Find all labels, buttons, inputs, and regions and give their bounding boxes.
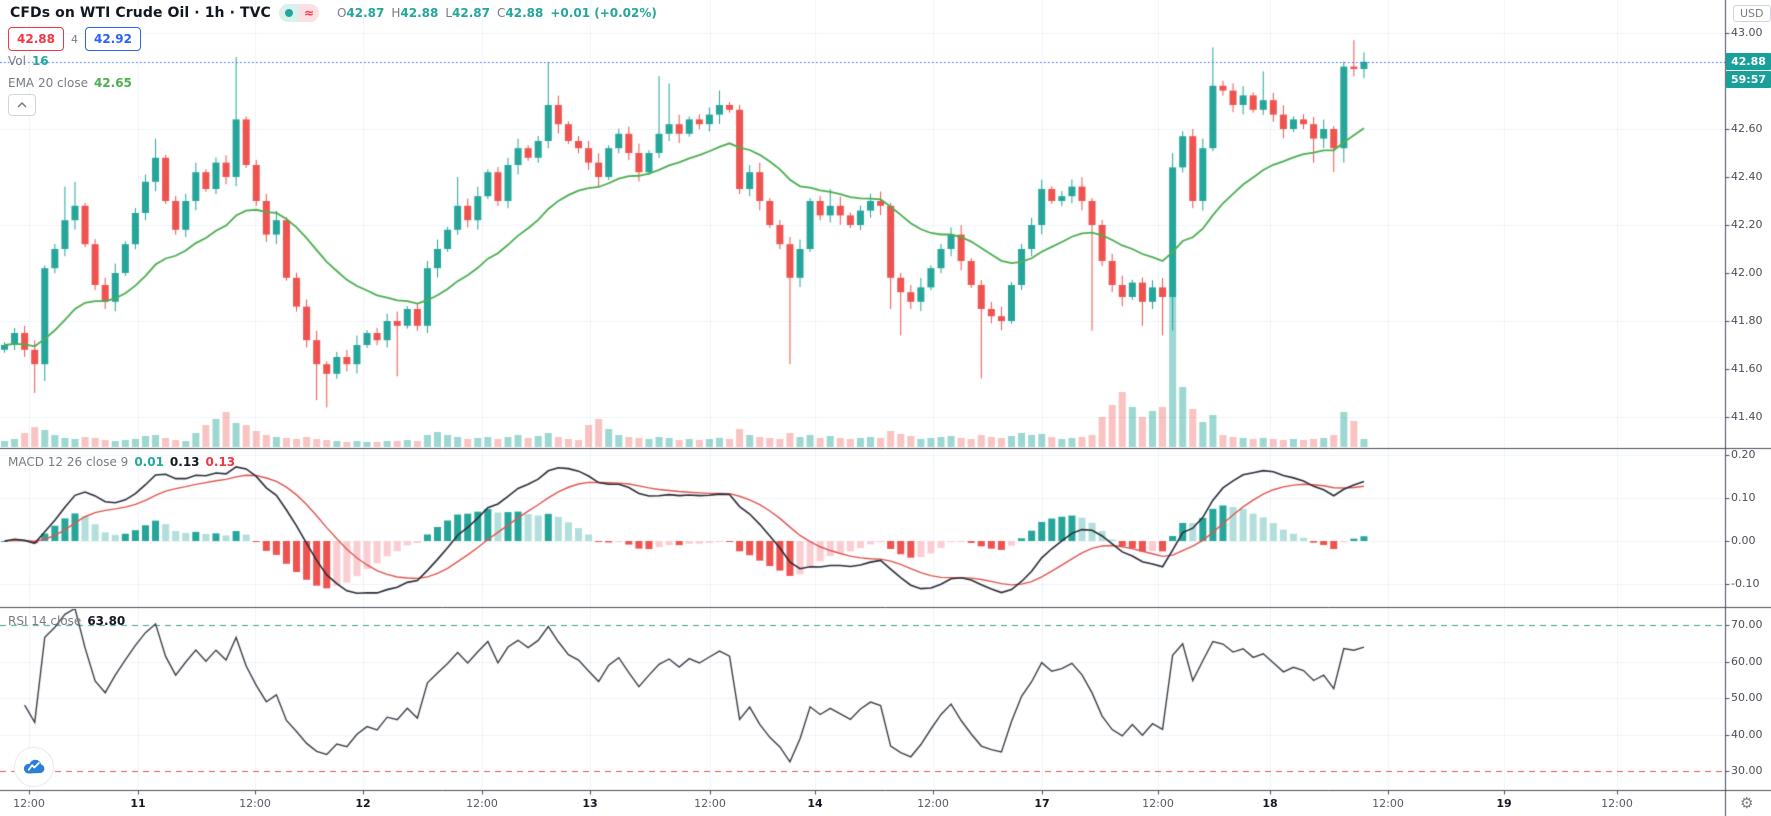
price-tick-label: 41.60	[1731, 362, 1763, 375]
change-value: +0.01 (+0.02%)	[550, 6, 657, 20]
time-axis-hour-label: 12:00	[917, 797, 949, 810]
time-axis-hour-label: 12:00	[1142, 797, 1174, 810]
macd-tick-label: 0.00	[1731, 534, 1756, 547]
close-label: C	[497, 6, 506, 20]
volume-value: 16	[31, 54, 49, 68]
price-tick-label: 42.40	[1731, 170, 1763, 183]
price-tick-label: 42.00	[1731, 266, 1763, 279]
sell-bid-button[interactable]: 42.88	[8, 27, 64, 51]
ema-label: EMA 20 close	[8, 76, 88, 90]
close-value: 42.88	[505, 6, 544, 20]
last-price-badge: 42.88	[1726, 52, 1771, 70]
logo-cloud-icon	[23, 759, 45, 773]
price-tick-label: 43.00	[1731, 26, 1763, 39]
macd-signal-value: 0.13	[205, 455, 236, 469]
open-value: 42.87	[346, 6, 385, 20]
quote-widget: 42.88 4 42.92	[8, 27, 141, 51]
time-axis-hour-label: 12:00	[1372, 797, 1404, 810]
rsi-tick-label: 30.00	[1731, 764, 1763, 777]
ema-legend: EMA 20 close 42.65	[8, 76, 132, 90]
macd-tick-label: 0.10	[1731, 491, 1756, 504]
chart-header: CFDs on WTI Crude Oil · 1h · TVC ≈ O42.8…	[10, 4, 657, 22]
ema-value: 42.65	[93, 76, 132, 90]
time-axis-day-label: 14	[807, 797, 823, 810]
macd-tick-label: 0.20	[1731, 448, 1756, 461]
open-label: O	[336, 6, 347, 20]
high-label: H	[391, 6, 401, 20]
buy-ask-button[interactable]: 42.92	[84, 27, 141, 51]
spread-value: 4	[70, 32, 78, 46]
rsi-tick-label: 60.00	[1731, 654, 1763, 668]
time-axis-hour-label: 12:00	[466, 797, 498, 810]
chevron-up-icon	[17, 101, 27, 108]
price-tick-label: 41.80	[1731, 314, 1763, 327]
low-label: L	[445, 6, 453, 20]
market-status-icon[interactable]	[278, 4, 299, 22]
time-axis-day-label: 12	[355, 797, 371, 810]
rsi-tick-label: 70.00	[1731, 618, 1763, 631]
rsi-label: RSI 14 close	[8, 614, 82, 628]
low-value: 42.87	[452, 6, 491, 20]
rsi-legend: RSI 14 close 63.80	[8, 614, 125, 628]
time-axis-hour-label: 12:00	[1601, 797, 1633, 810]
volume-label: Vol	[8, 54, 26, 68]
collapse-legend-button[interactable]	[8, 94, 36, 116]
macd-legend: MACD 12 26 close 9 0.01 0.13 0.13	[8, 455, 235, 469]
price-tick-label: 41.40	[1731, 410, 1763, 423]
ohlc-readout: O42.87 H42.88 L42.87 C42.88 +0.01 (+0.02…	[337, 6, 657, 20]
time-axis-day-label: 13	[582, 797, 598, 810]
time-axis-day-label: 18	[1262, 797, 1278, 810]
time-axis-hour-label: 12:00	[13, 797, 45, 810]
rsi-tick-label: 50.00	[1731, 691, 1763, 704]
timezone-settings-gear-icon[interactable]: ⚙	[1740, 794, 1754, 812]
time-axis-day-label: 19	[1496, 797, 1512, 810]
symbol-status-icons[interactable]: ≈	[278, 4, 319, 22]
time-axis-day-label: 17	[1034, 797, 1050, 810]
high-value: 42.88	[400, 6, 439, 20]
notification-wave-icon[interactable]: ≈	[298, 4, 319, 22]
volume-legend: Vol 16	[8, 54, 49, 68]
time-axis-hour-label: 12:00	[694, 797, 726, 810]
macd-line-value: 0.13	[169, 455, 200, 469]
macd-hist-value: 0.01	[134, 455, 164, 469]
rsi-tick-label: 40.00	[1731, 727, 1763, 741]
time-axis-hour-label: 12:00	[239, 797, 271, 810]
currency-unit-button[interactable]: USD	[1733, 5, 1771, 22]
macd-label: MACD 12 26 close 9	[8, 455, 129, 469]
macd-tick-label: -0.10	[1731, 577, 1760, 590]
price-tick-label: 42.20	[1731, 218, 1763, 231]
symbol-title: CFDs on WTI Crude Oil · 1h · TVC	[10, 5, 271, 21]
bar-countdown-badge: 59:57	[1726, 70, 1771, 88]
rsi-value: 63.80	[87, 614, 126, 628]
time-axis-day-label: 11	[130, 797, 146, 810]
price-tick-label: 42.60	[1731, 122, 1763, 135]
tradingview-logo[interactable]	[14, 747, 54, 787]
